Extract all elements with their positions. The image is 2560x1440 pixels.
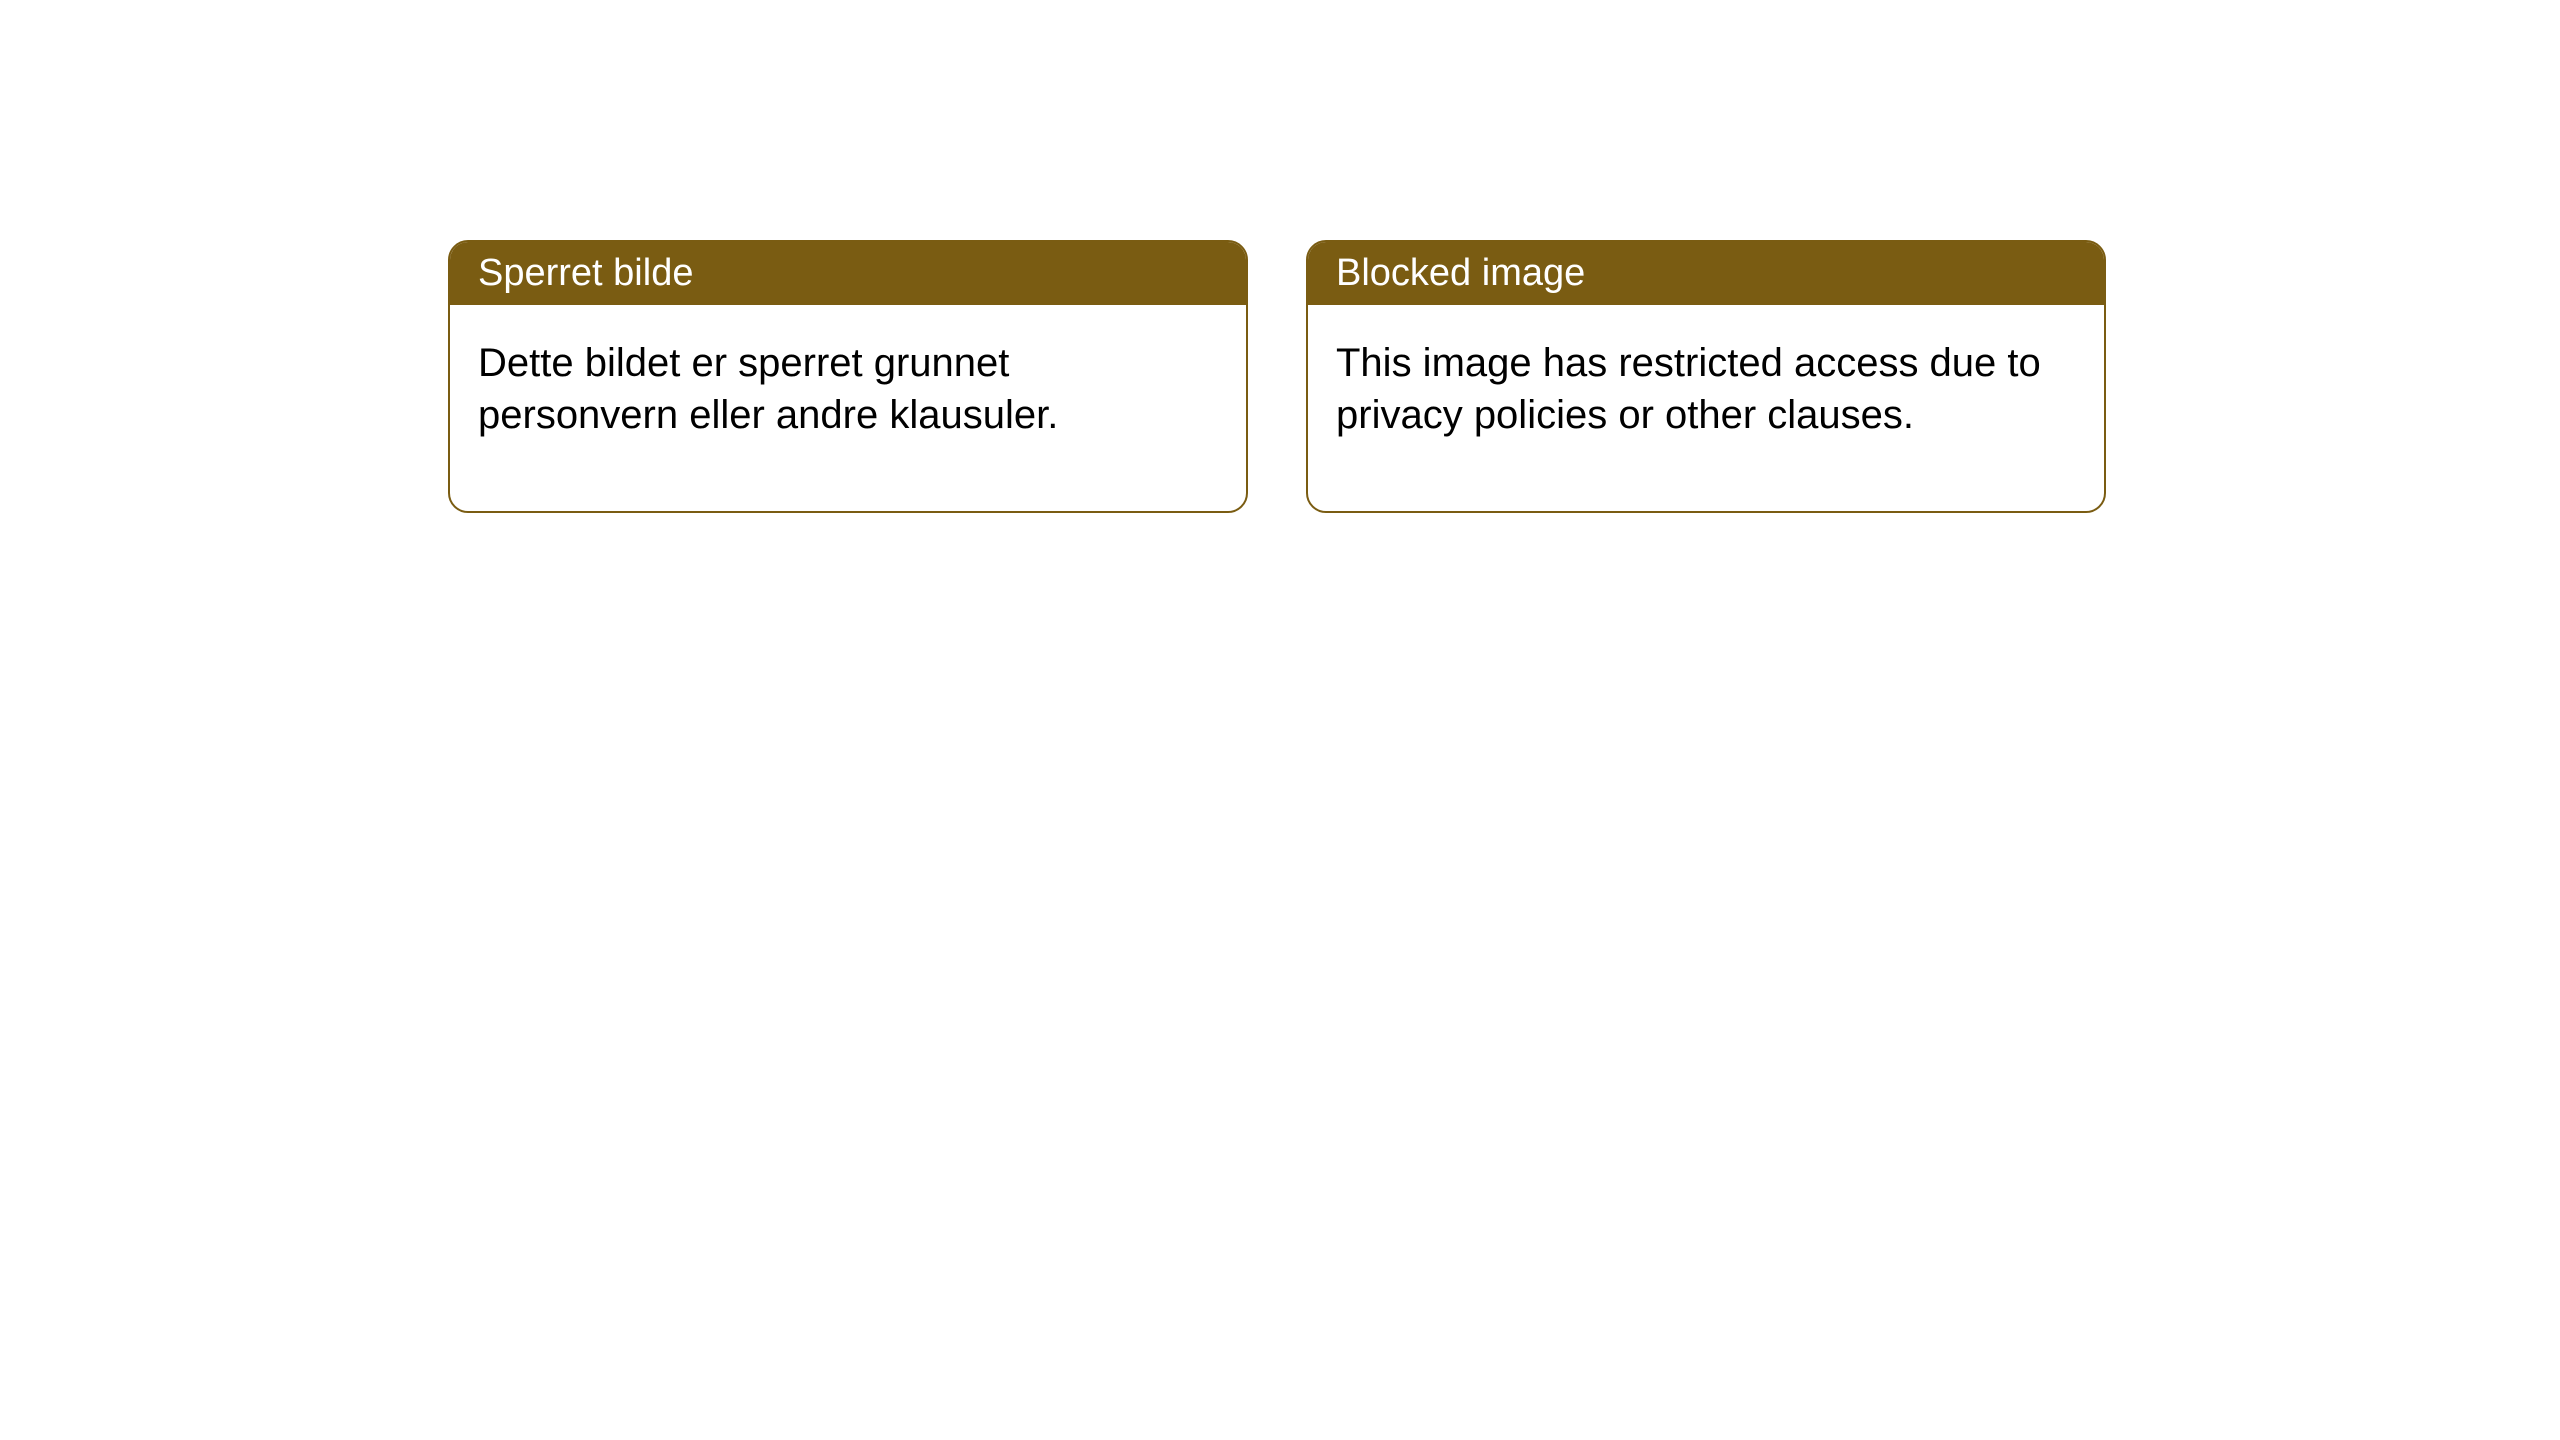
notice-title: Blocked image: [1308, 242, 2104, 305]
notice-card-norwegian: Sperret bilde Dette bildet er sperret gr…: [448, 240, 1248, 513]
notice-card-english: Blocked image This image has restricted …: [1306, 240, 2106, 513]
notice-title: Sperret bilde: [450, 242, 1246, 305]
notice-body: This image has restricted access due to …: [1308, 305, 2104, 511]
notice-body: Dette bildet er sperret grunnet personve…: [450, 305, 1246, 511]
blocked-image-notices: Sperret bilde Dette bildet er sperret gr…: [448, 240, 2560, 513]
